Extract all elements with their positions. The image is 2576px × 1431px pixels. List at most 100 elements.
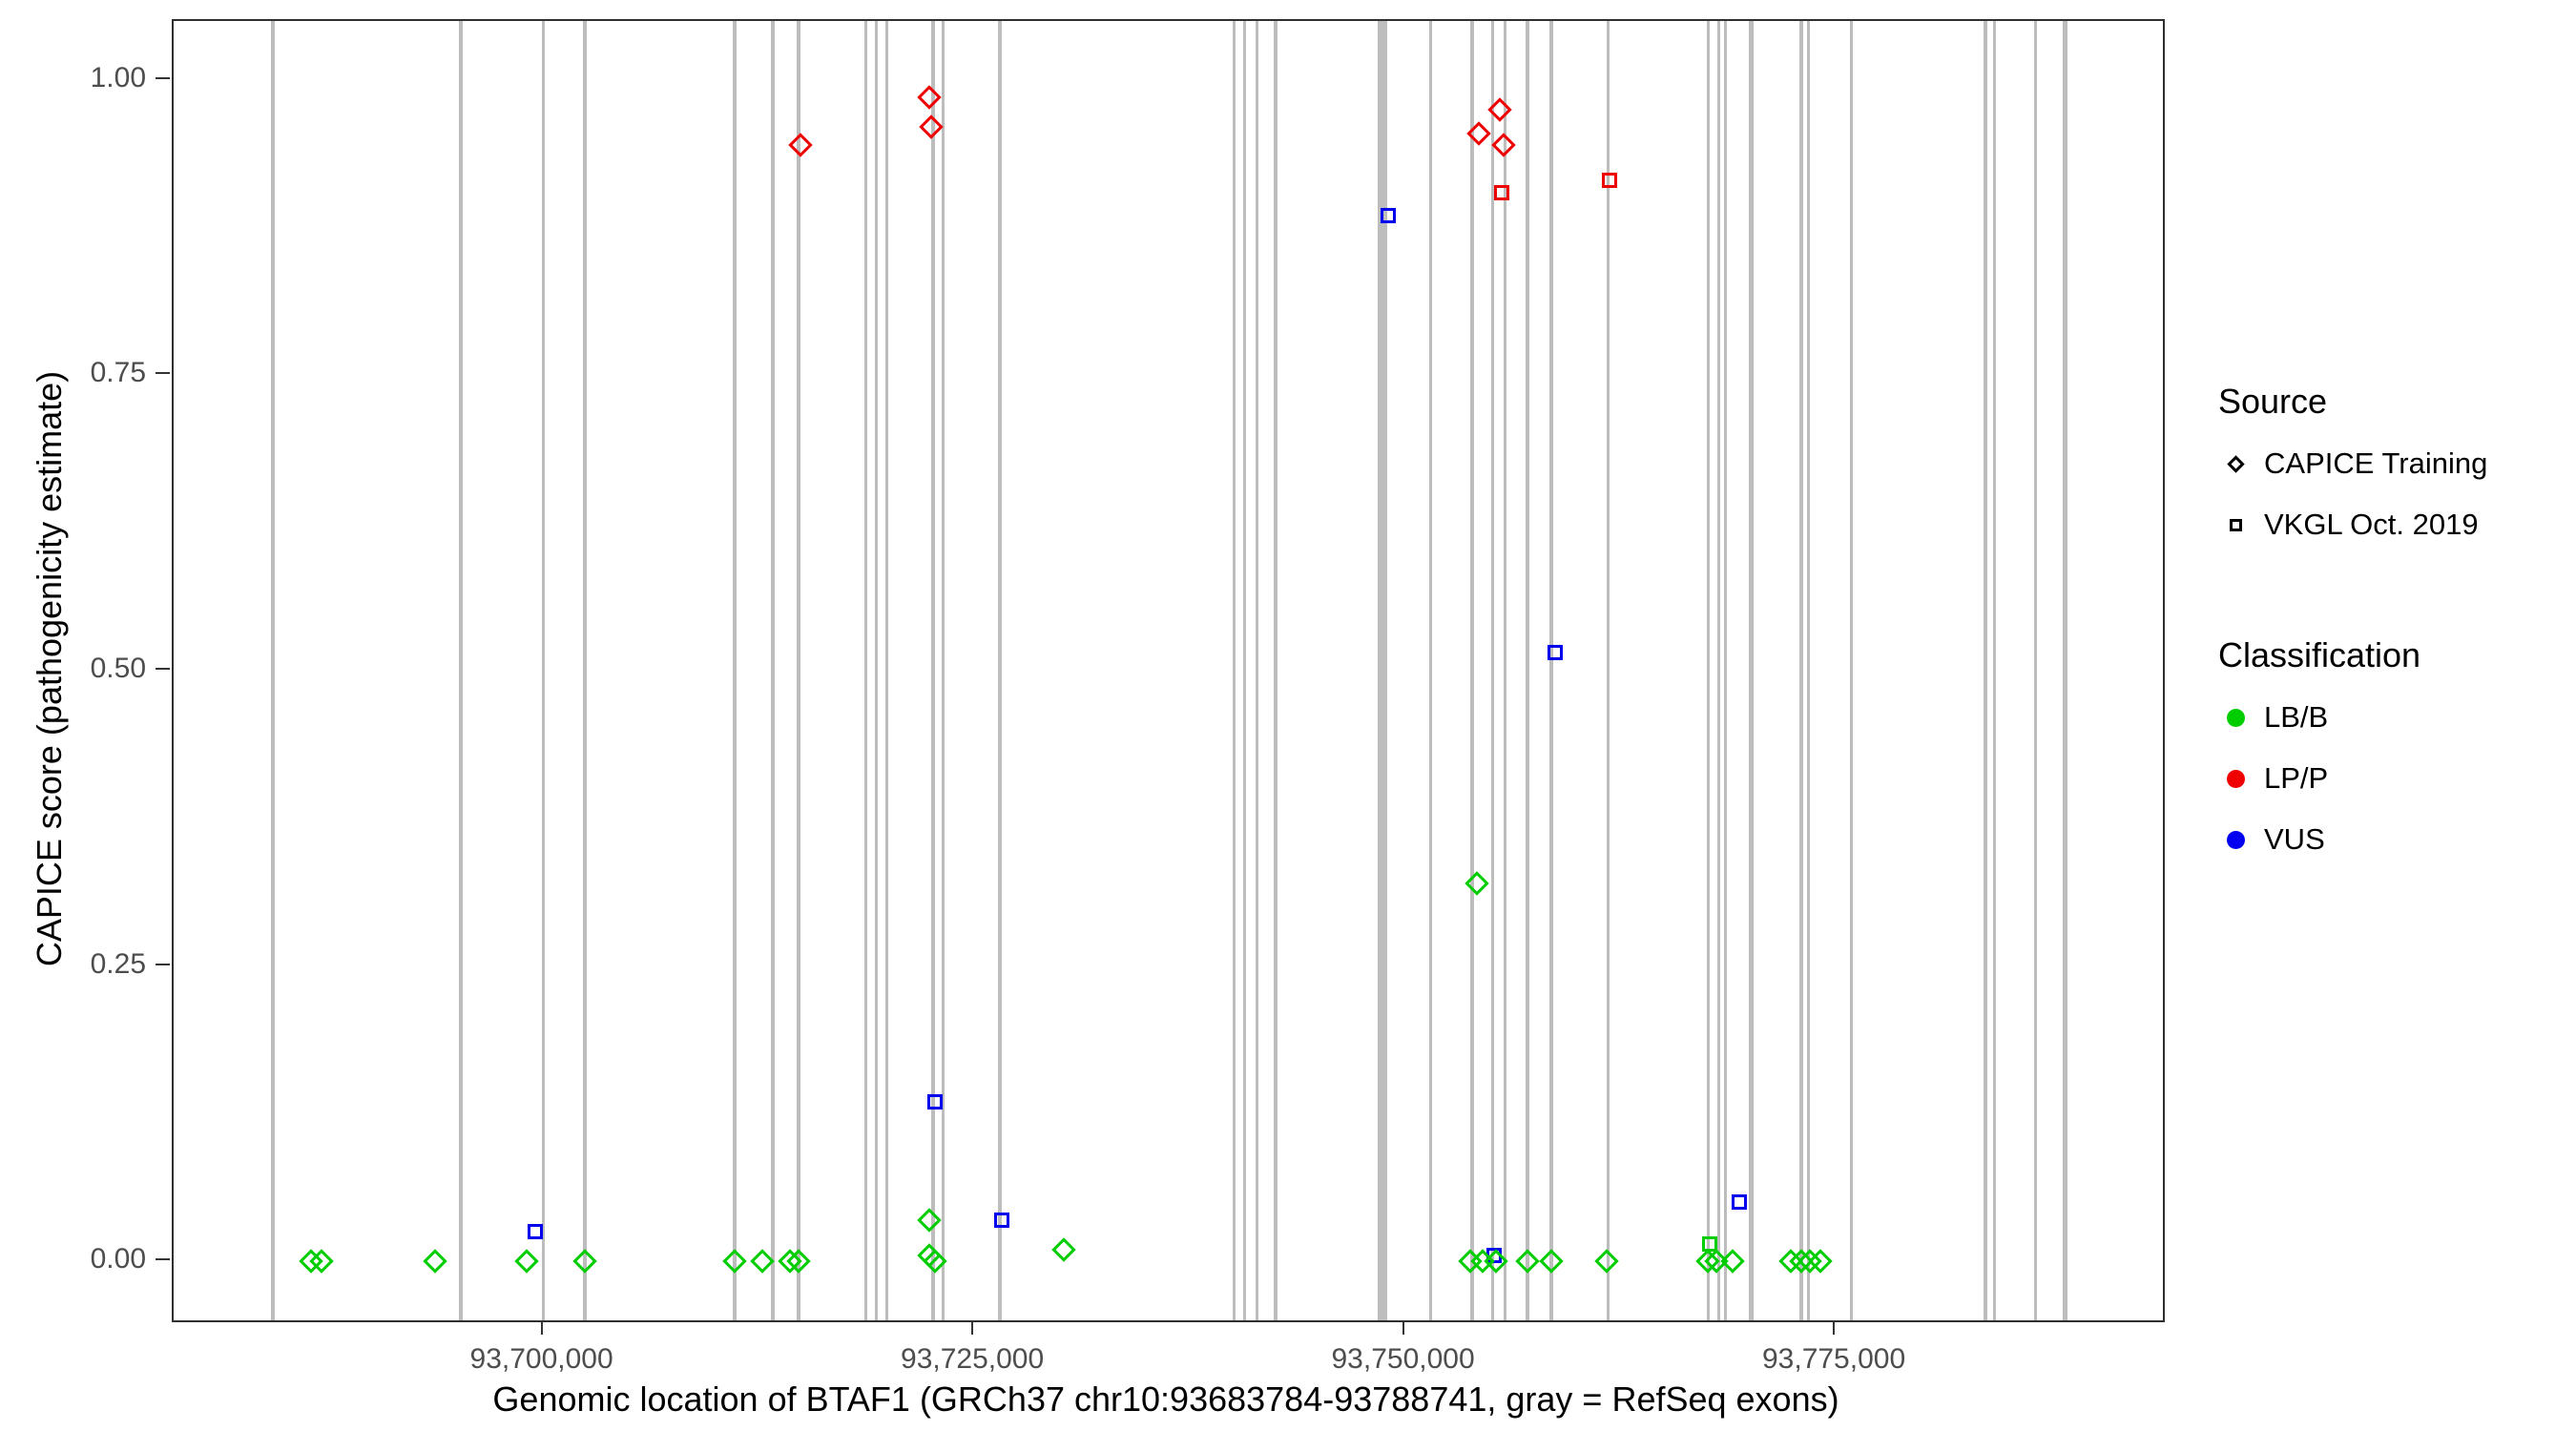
color-dot-icon <box>2218 708 2253 727</box>
data-point-diamond <box>1539 1249 1564 1274</box>
x-tick-mark <box>1402 1320 1404 1335</box>
refseq-exon-bar <box>1799 21 1803 1320</box>
refseq-exon-bar <box>942 21 945 1320</box>
color-dot-icon <box>2218 769 2253 788</box>
y-tick-label: 1.00 <box>90 61 146 93</box>
x-tick-mark <box>971 1320 974 1335</box>
data-point-diamond <box>722 1249 747 1274</box>
square-key-icon <box>2218 518 2253 531</box>
refseq-exon-bar <box>1526 21 1529 1320</box>
data-point-diamond <box>787 133 813 157</box>
color-dot-glyph <box>2226 708 2245 727</box>
refseq-exon-bar <box>2063 21 2067 1320</box>
data-point-square <box>1602 173 1618 189</box>
y-tick-mark <box>156 668 170 670</box>
legend-item-source: CAPICE Training <box>2218 446 2562 481</box>
data-point-square <box>1702 1235 1718 1252</box>
color-dot-glyph <box>2226 769 2245 788</box>
data-point-diamond <box>513 1249 539 1274</box>
y-axis-title: CAPICE score (pathogenicity estimate) <box>30 370 69 967</box>
data-point-diamond <box>750 1249 775 1274</box>
data-point-square <box>1547 645 1563 661</box>
refseq-exon-bar <box>1378 21 1388 1320</box>
data-point-diamond <box>1466 120 1491 146</box>
point-layer <box>174 21 2163 1320</box>
y-tick-mark <box>156 76 170 79</box>
x-tick-mark <box>1833 1320 1836 1335</box>
legend-item-source: VKGL Oct. 2019 <box>2218 508 2562 542</box>
legend-source-items: CAPICE Training VKGL Oct. 2019 <box>2218 446 2562 542</box>
refseq-exon-bar <box>733 21 737 1320</box>
refseq-exon-bar <box>1749 21 1754 1320</box>
refseq-exon-bar <box>271 21 275 1320</box>
data-point-diamond <box>917 85 942 111</box>
data-point-diamond <box>919 114 944 140</box>
data-point-diamond <box>917 1208 942 1233</box>
legend-item-classification: LP/P <box>2218 761 2562 796</box>
legend-item-label: LP/P <box>2264 761 2329 795</box>
refseq-exon-bar <box>1806 21 1810 1320</box>
data-point-square <box>1486 1247 1503 1263</box>
refseq-exon-bar <box>459 21 463 1320</box>
legend-classification-items: LB/B LP/P VUS <box>2218 700 2562 857</box>
legend-item-classification: VUS <box>2218 822 2562 857</box>
refseq-exon-bar <box>771 21 775 1320</box>
color-dot-icon <box>2218 830 2253 849</box>
refseq-exon-bar <box>1549 21 1553 1320</box>
exon-layer <box>174 21 2163 1320</box>
data-point-diamond <box>1490 133 1516 157</box>
y-tick-label: 0.75 <box>90 357 146 389</box>
data-point-diamond <box>423 1249 447 1274</box>
diamond-key-icon <box>2218 454 2253 473</box>
legend-item-label: VUS <box>2264 822 2325 856</box>
refseq-exon-bar <box>1470 21 1474 1320</box>
refseq-exon-bar <box>1490 21 1495 1320</box>
data-point-square <box>926 1093 943 1110</box>
refseq-exon-bar <box>1984 21 1987 1320</box>
refseq-exon-bar <box>930 21 935 1320</box>
refseq-exon-bar <box>1723 21 1727 1320</box>
refseq-exon-bar <box>1992 21 1996 1320</box>
refseq-exon-bar <box>1606 21 1610 1320</box>
legend-item-label: VKGL Oct. 2019 <box>2264 508 2479 541</box>
refseq-exon-bar <box>1243 21 1247 1320</box>
data-point-diamond <box>1465 871 1490 896</box>
legend-classification-title: Classification <box>2218 635 2421 674</box>
legend-item-classification: LB/B <box>2218 700 2562 735</box>
y-tick-mark <box>156 1258 170 1261</box>
data-point-diamond <box>1719 1249 1745 1274</box>
legend-item-label: CAPICE Training <box>2264 446 2488 480</box>
refseq-exon-bar <box>863 21 868 1320</box>
data-point-diamond <box>1051 1236 1076 1262</box>
refseq-exon-bar <box>1255 21 1258 1320</box>
square-glyph <box>2229 518 2242 531</box>
legend-item-label: LB/B <box>2264 700 2329 734</box>
x-tick-label: 93,700,000 <box>469 1343 613 1375</box>
refseq-exon-bar <box>998 21 1002 1320</box>
refseq-exon-bar <box>1716 21 1720 1320</box>
refseq-exon-bar <box>797 21 800 1320</box>
data-point-diamond <box>572 1249 597 1274</box>
refseq-exon-bar <box>1706 21 1711 1320</box>
refseq-exon-bar <box>1428 21 1433 1320</box>
data-point-diamond <box>1487 97 1512 122</box>
data-point-square <box>1380 208 1396 224</box>
refseq-exon-bar <box>1233 21 1236 1320</box>
color-dot-glyph <box>2226 830 2245 849</box>
legend-source-title: Source <box>2218 382 2328 421</box>
diamond-glyph <box>2226 454 2245 473</box>
y-tick-label: 0.50 <box>90 653 146 684</box>
refseq-exon-bar <box>884 21 888 1320</box>
data-point-diamond <box>1594 1249 1619 1274</box>
x-tick-label: 93,750,000 <box>1331 1343 1475 1375</box>
refseq-exon-bar <box>874 21 878 1320</box>
y-tick-label: 0.25 <box>90 947 146 980</box>
refseq-exon-bar <box>2033 21 2038 1320</box>
data-point-square <box>994 1212 1009 1228</box>
x-tick-mark <box>540 1320 543 1335</box>
y-tick-mark <box>156 963 170 965</box>
refseq-exon-bar <box>541 21 546 1320</box>
legend-gap <box>2218 569 2562 635</box>
data-point-square <box>527 1224 543 1240</box>
